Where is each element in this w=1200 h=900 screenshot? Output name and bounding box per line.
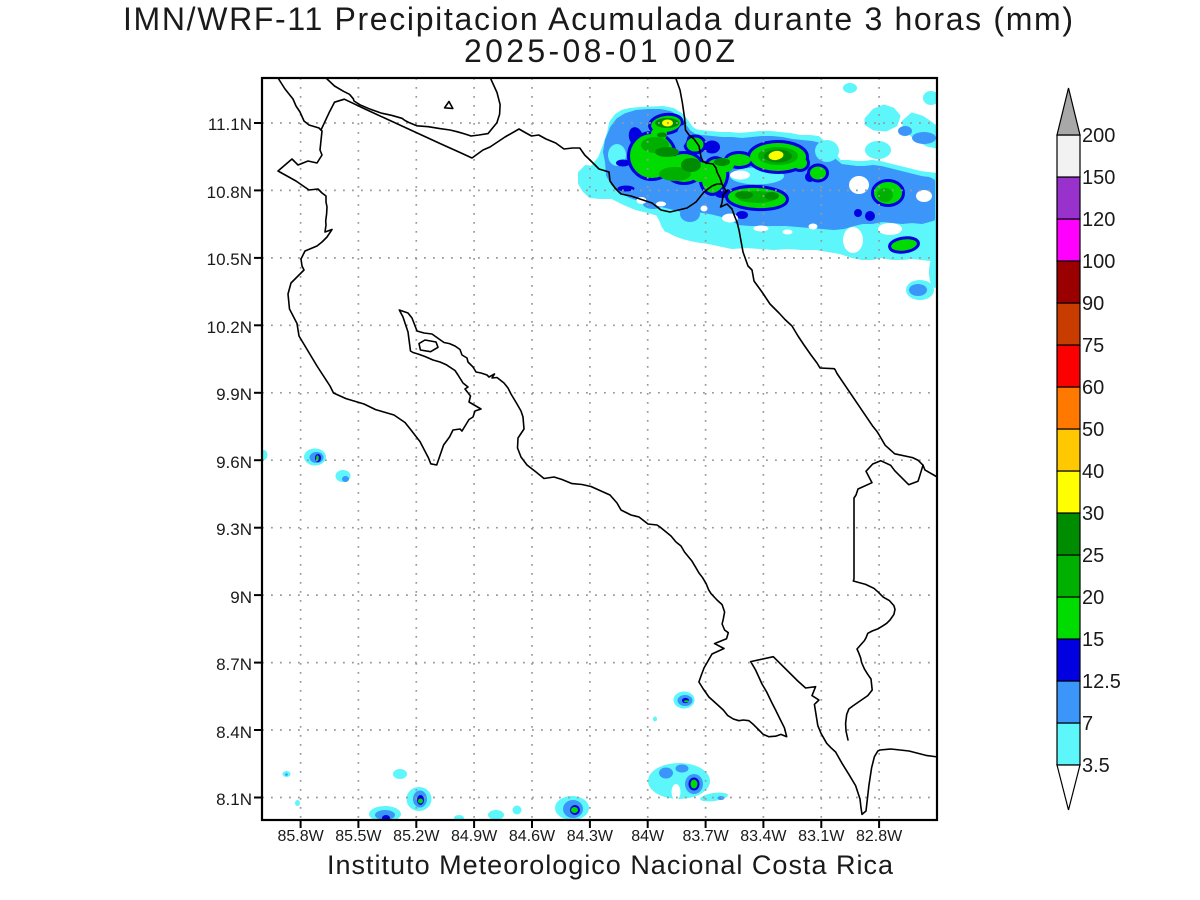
- svg-text:10.2N: 10.2N: [207, 318, 252, 337]
- svg-text:85.5W: 85.5W: [335, 828, 382, 845]
- svg-text:15: 15: [1082, 629, 1104, 651]
- svg-text:150: 150: [1082, 167, 1115, 189]
- svg-text:9.6N: 9.6N: [216, 453, 252, 472]
- svg-text:Instituto Meteorologico Nacion: Instituto Meteorologico Nacional Costa R…: [327, 850, 894, 880]
- svg-text:120: 120: [1082, 209, 1115, 231]
- svg-text:83.4W: 83.4W: [740, 828, 787, 845]
- svg-text:83.7W: 83.7W: [682, 828, 729, 845]
- svg-text:50: 50: [1082, 419, 1104, 441]
- svg-text:85.8W: 85.8W: [277, 828, 324, 845]
- svg-text:100: 100: [1082, 251, 1115, 273]
- svg-text:8.4N: 8.4N: [216, 723, 252, 742]
- svg-text:85.2W: 85.2W: [393, 828, 440, 845]
- svg-text:84.9W: 84.9W: [451, 828, 498, 845]
- svg-text:9N: 9N: [230, 588, 252, 607]
- svg-text:9.9N: 9.9N: [216, 385, 252, 404]
- svg-text:9.3N: 9.3N: [216, 520, 252, 539]
- svg-text:10.8N: 10.8N: [207, 183, 252, 202]
- svg-text:20: 20: [1082, 587, 1104, 609]
- svg-text:40: 40: [1082, 461, 1104, 483]
- svg-text:60: 60: [1082, 377, 1104, 399]
- svg-text:84.6W: 84.6W: [509, 828, 556, 845]
- svg-text:7: 7: [1082, 713, 1093, 735]
- svg-text:25: 25: [1082, 545, 1104, 567]
- svg-text:84W: 84W: [631, 828, 665, 845]
- svg-text:8.1N: 8.1N: [216, 790, 252, 809]
- svg-text:IMN/WRF-11 Precipitacion Acumu: IMN/WRF-11 Precipitacion Acumulada duran…: [123, 1, 1073, 37]
- svg-text:82.8W: 82.8W: [856, 828, 903, 845]
- svg-text:11.1N: 11.1N: [208, 115, 252, 134]
- svg-text:200: 200: [1082, 125, 1115, 147]
- svg-text:90: 90: [1082, 293, 1104, 315]
- svg-text:30: 30: [1082, 503, 1104, 525]
- svg-text:3.5: 3.5: [1082, 755, 1110, 777]
- svg-text:75: 75: [1082, 335, 1104, 357]
- svg-text:84.3W: 84.3W: [567, 828, 614, 845]
- svg-text:10.5N: 10.5N: [207, 250, 252, 269]
- svg-text:2025-08-01 00Z: 2025-08-01 00Z: [464, 33, 735, 69]
- svg-text:12.5: 12.5: [1082, 671, 1121, 693]
- svg-text:8.7N: 8.7N: [216, 655, 252, 674]
- svg-text:83.1W: 83.1W: [798, 828, 845, 845]
